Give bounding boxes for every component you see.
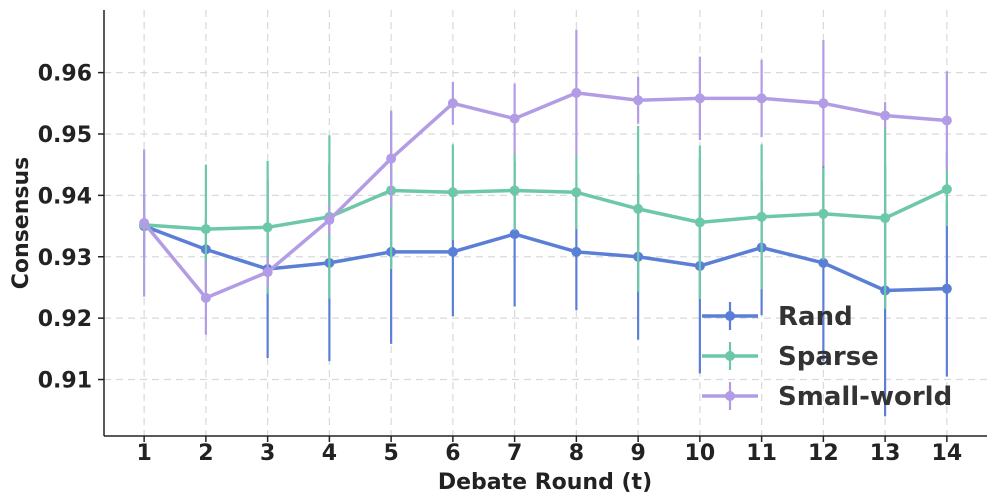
- x-tick-label: 5: [383, 441, 398, 466]
- data-point: [324, 214, 335, 225]
- legend-label: Rand: [778, 302, 853, 332]
- x-tick-label: 1: [136, 441, 151, 466]
- legend-label: Sparse: [778, 342, 879, 372]
- x-tick-label: 2: [198, 441, 213, 466]
- x-tick-label: 4: [322, 441, 337, 466]
- data-point: [262, 222, 273, 233]
- x-tick-label: 9: [630, 441, 645, 466]
- x-tick-label: 6: [445, 441, 460, 466]
- data-point: [818, 98, 829, 109]
- data-point: [694, 93, 705, 104]
- y-tick-label: 0.94: [38, 184, 92, 209]
- legend-label: Small-world: [778, 382, 952, 412]
- data-point: [571, 246, 582, 257]
- data-point: [694, 217, 705, 228]
- data-point: [139, 218, 150, 228]
- y-axis-title: Consensus: [9, 157, 34, 289]
- data-point: [509, 185, 520, 196]
- legend-item: Rand: [702, 302, 853, 332]
- data-point: [447, 187, 458, 198]
- data-point: [200, 292, 211, 303]
- data-point: [941, 283, 952, 294]
- data-point: [571, 187, 582, 198]
- x-axis-title: Debate Round (t): [438, 470, 652, 495]
- legend-item: Sparse: [702, 342, 879, 372]
- legend-marker: [725, 351, 735, 361]
- series-sparse: [139, 111, 952, 309]
- series-rand: [139, 158, 952, 417]
- x-tick-label: 12: [808, 441, 839, 466]
- legend-item: Small-world: [702, 382, 952, 412]
- x-tick-label: 10: [685, 441, 716, 466]
- data-point: [509, 229, 520, 240]
- x-tick-label: 13: [870, 441, 901, 466]
- x-tick-label: 11: [746, 441, 777, 466]
- data-point: [633, 95, 644, 106]
- x-tick-label: 14: [932, 441, 963, 466]
- data-point: [262, 267, 273, 278]
- y-tick-label: 0.92: [38, 307, 92, 332]
- x-tick-label: 7: [507, 441, 522, 466]
- series-line: [142, 187, 949, 231]
- data-point: [756, 211, 767, 222]
- data-point: [633, 203, 644, 214]
- legend-marker: [725, 391, 735, 401]
- data-point: [818, 257, 829, 268]
- data-point: [200, 224, 211, 235]
- axes: [103, 10, 987, 437]
- data-point: [447, 246, 458, 257]
- series-line: [142, 224, 949, 293]
- grid: [104, 10, 987, 436]
- x-tick-label: 3: [260, 441, 275, 466]
- data-point: [941, 115, 952, 126]
- ticks: 1 2 3 4 5 6 7 8 9 10 11 12 13 140.910.920.930.940.950…: [38, 62, 962, 466]
- legend-marker: [725, 311, 735, 321]
- series-small-world: [139, 29, 952, 335]
- data-point: [818, 208, 829, 219]
- legend: Rand Sparse Small-world: [702, 302, 952, 412]
- x-tick-label: 8: [569, 441, 584, 466]
- data-point: [880, 110, 891, 121]
- data-point: [880, 213, 891, 224]
- data-point: [756, 93, 767, 104]
- data-point: [941, 184, 952, 195]
- y-tick-label: 0.93: [38, 246, 92, 271]
- data-point: [509, 113, 520, 124]
- series-layer: [139, 29, 952, 417]
- y-tick-label: 0.91: [38, 369, 92, 394]
- data-point: [571, 87, 582, 98]
- series-line: [142, 91, 949, 300]
- y-tick-label: 0.96: [38, 62, 92, 87]
- data-point: [386, 153, 397, 164]
- data-point: [447, 98, 458, 109]
- y-tick-label: 0.95: [38, 123, 92, 148]
